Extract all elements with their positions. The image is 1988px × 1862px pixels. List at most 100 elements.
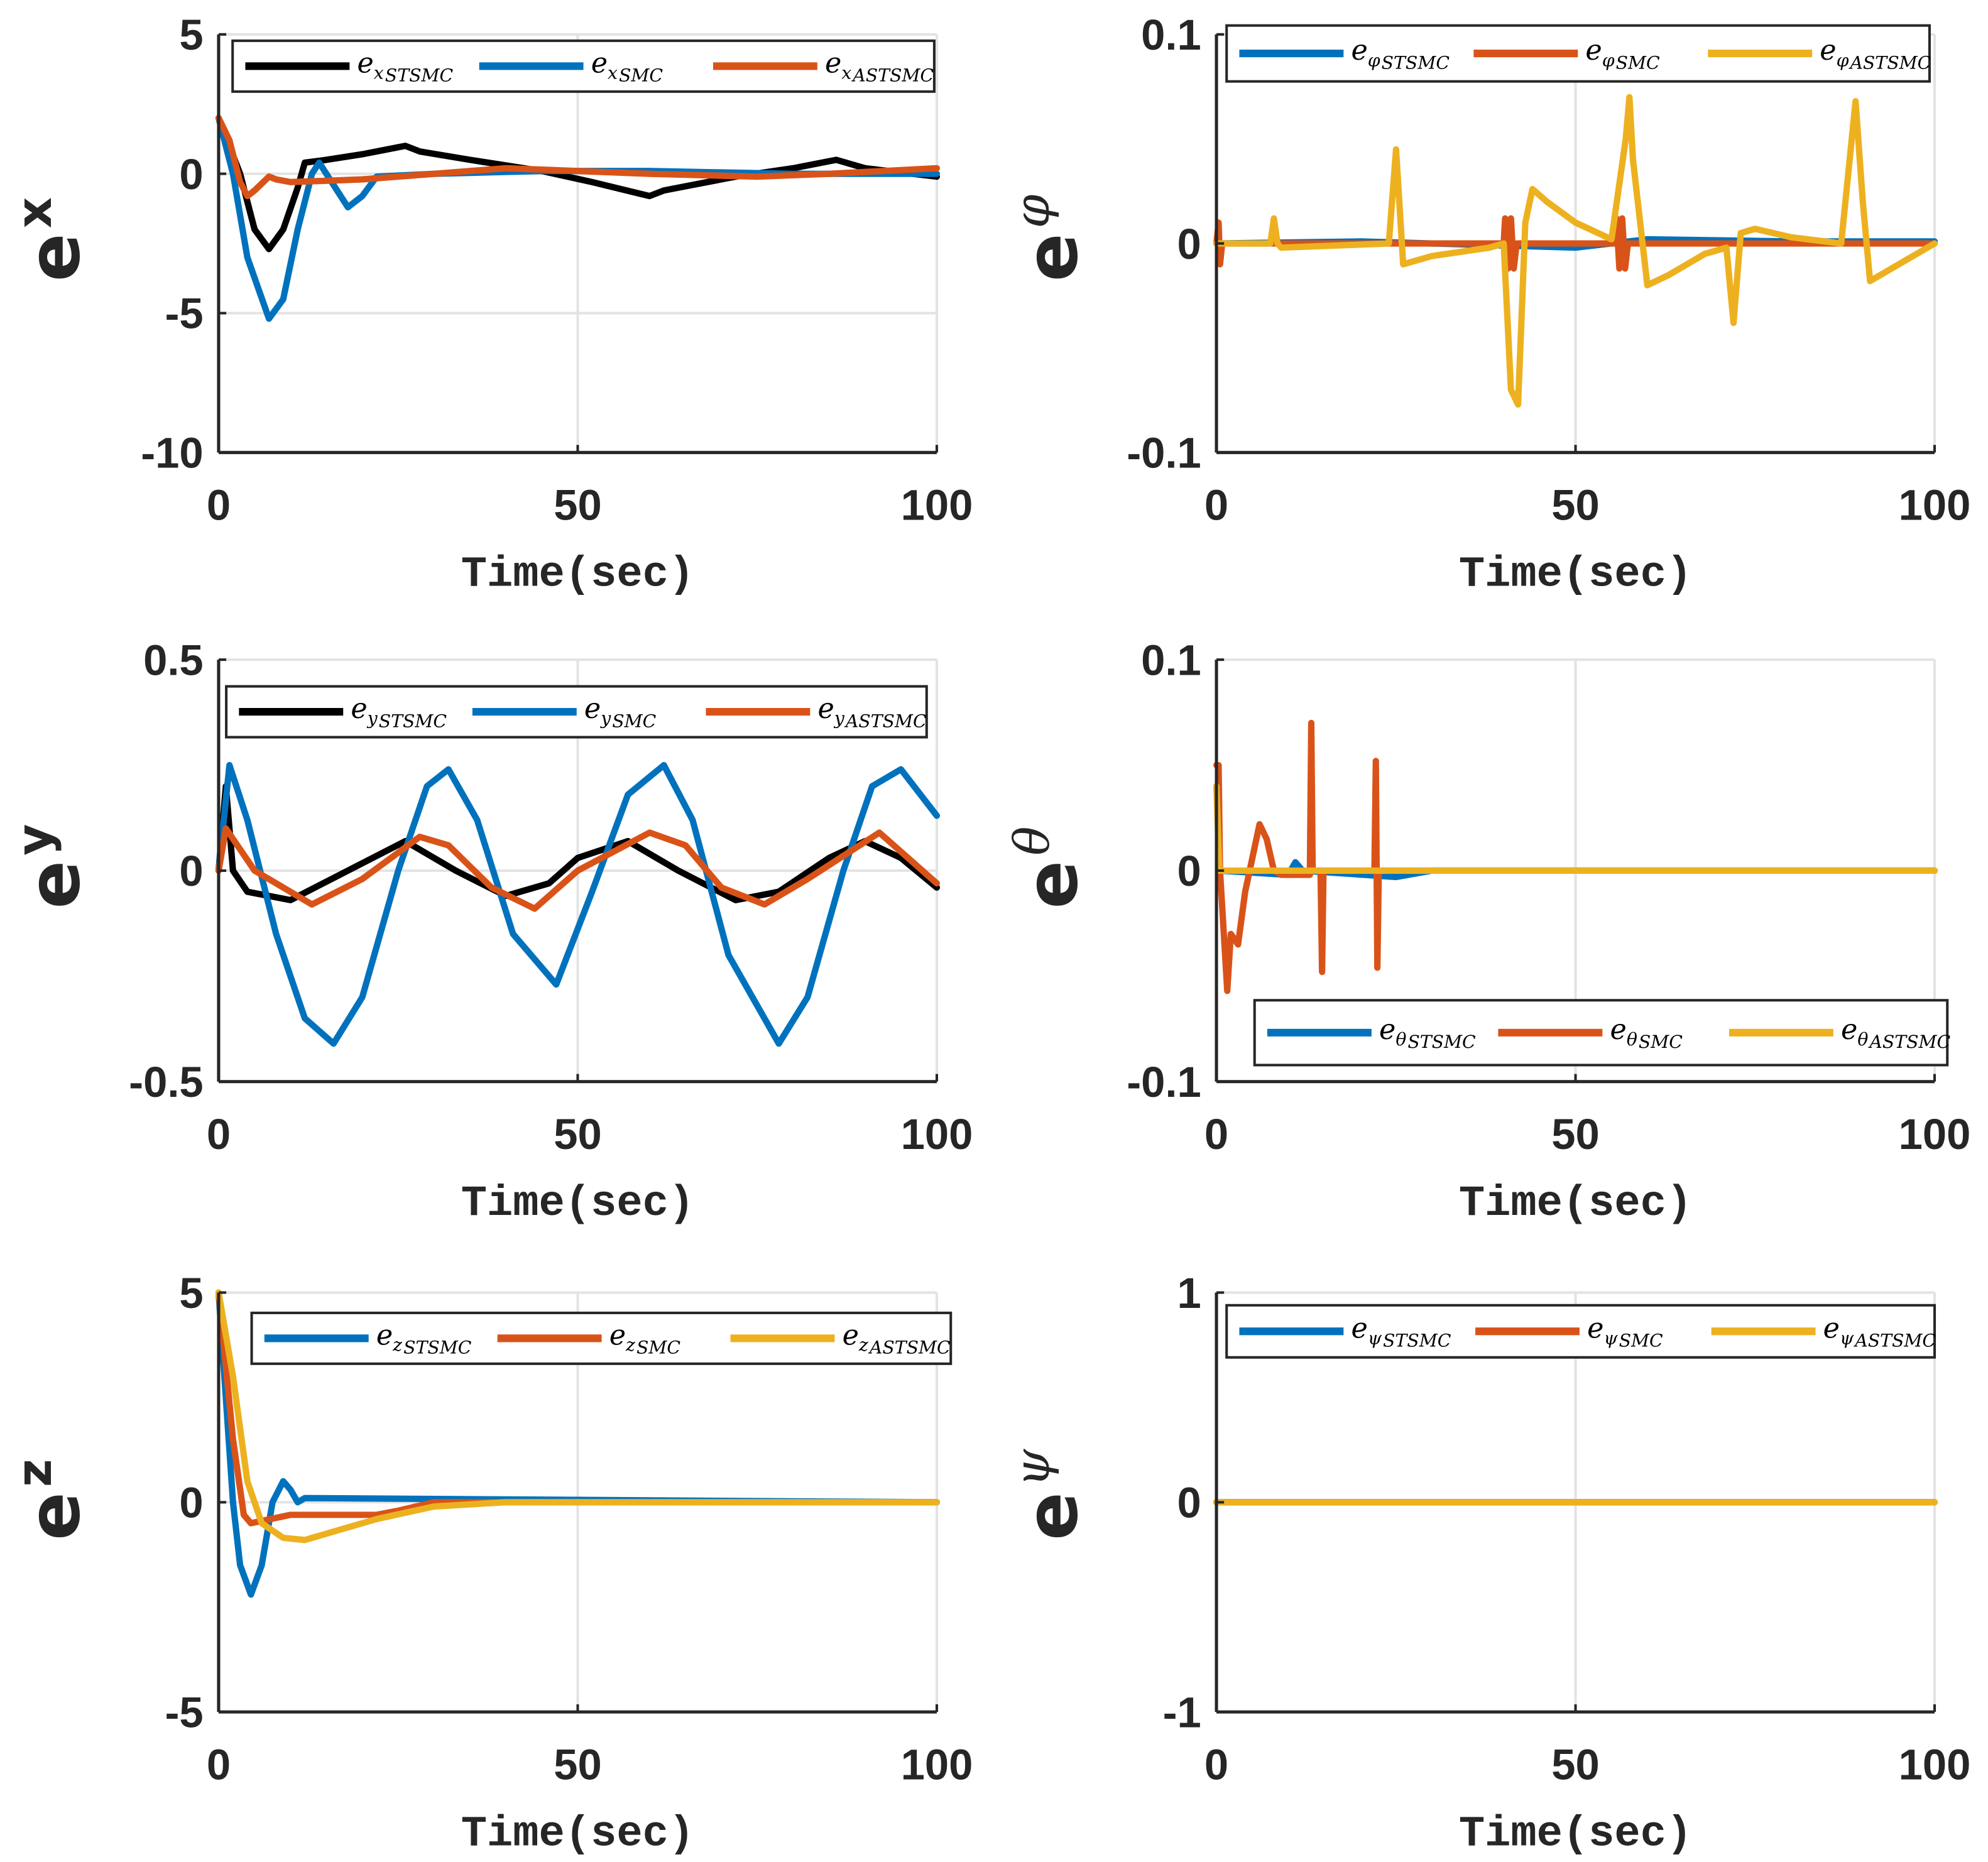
y-axis-label-sub: x: [7, 197, 63, 229]
legend-label-method: STSMC: [403, 1337, 472, 1358]
legend-label-method: SMC: [636, 1337, 680, 1358]
legend: ey STSMC ey SMC ey ASTSMC: [225, 685, 928, 739]
y-tick-label: -0.1: [1127, 1058, 1201, 1106]
y-axis-label: eψ: [1005, 1449, 1094, 1540]
legend-label-symbol: φ: [1837, 50, 1849, 70]
legend-label: eφ STSMC: [1351, 35, 1450, 73]
legend-label-base: e: [1820, 35, 1836, 67]
legend-label-symbol: ψ: [1368, 1327, 1382, 1348]
y-axis-label-base: e: [13, 861, 96, 909]
y-tick-label: 0: [1177, 847, 1201, 895]
x-tick-label: 100: [901, 1110, 973, 1158]
legend-label: ez ASTSMC: [843, 1319, 951, 1358]
legend-label: ey ASTSMC: [817, 693, 926, 731]
legend-label-symbol: y: [366, 708, 378, 729]
y-tick-label: 5: [179, 11, 203, 59]
series-line-smc: [1213, 719, 1938, 994]
y-tick-label: -5: [165, 1688, 204, 1736]
y-axis-label-sub: ψ: [1005, 1449, 1061, 1487]
x-tick-label: 100: [1899, 481, 1971, 530]
legend-label-symbol: ψ: [1840, 1327, 1854, 1348]
legend-label-method: STSMC: [1382, 52, 1450, 73]
y-axis-label-base: e: [1010, 233, 1093, 281]
series-line-stsmc: [215, 1289, 941, 1598]
x-tick-label: 50: [554, 481, 602, 530]
legend-label-method: STSMC: [1383, 1331, 1451, 1351]
x-axis-label: Time(sec): [461, 1810, 694, 1859]
legend: eψ STSMC eψ SMC eψ ASTSMC: [1225, 1304, 1936, 1359]
legend-label-base: e: [1379, 1014, 1395, 1046]
legend-label: ez SMC: [609, 1319, 681, 1358]
legend-label-symbol: θ: [1857, 1029, 1868, 1050]
legend: eθ STSMC eθ SMC eθ ASTSMC: [1253, 999, 1951, 1067]
x-tick-label: 0: [1204, 1740, 1228, 1788]
legend-label-method: SMC: [1639, 1032, 1683, 1052]
y-axis-label-sub: y: [7, 824, 63, 856]
legend-label: eθ ASTSMC: [1841, 1014, 1951, 1052]
legend-label-base: e: [817, 693, 834, 725]
legend-label: ex SMC: [591, 47, 664, 85]
y-tick-label: 5: [179, 1269, 203, 1317]
legend-label: eψ STSMC: [1351, 1312, 1451, 1351]
legend-label-symbol: x: [374, 63, 384, 84]
y-tick-label: -5: [165, 290, 204, 338]
legend: e z STSMC ez SMC ez ASTSMC: [250, 1311, 953, 1365]
legend-label-base: e: [1823, 1312, 1840, 1344]
legend-label-method: ASTSMC: [868, 1337, 951, 1358]
legend-label-symbol: y: [599, 708, 611, 729]
y-tick-label: -0.1: [1127, 429, 1201, 477]
y-axis-label-base: e: [1010, 861, 1093, 909]
legend-label-method: STSMC: [385, 65, 454, 86]
legend-label-symbol: y: [833, 708, 845, 729]
y-axis-label: eθ: [1005, 826, 1094, 908]
legend-label-symbol: x: [608, 63, 618, 84]
legend-label: eθ STSMC: [1379, 1014, 1476, 1052]
y-axis-label-base: e: [13, 1492, 96, 1540]
legend-label-base: e: [1585, 35, 1602, 67]
legend-label-method: SMC: [619, 65, 663, 86]
legend-label-method: ASTSMC: [1867, 1032, 1950, 1052]
y-tick-label: 0: [179, 847, 203, 895]
x-tick-label: 50: [1551, 1110, 1600, 1158]
legend-label-symbol: z: [392, 1335, 403, 1356]
legend-label-method: ASTSMC: [851, 65, 934, 86]
x-tick-label: 50: [1551, 481, 1600, 530]
legend-label-base: e: [825, 47, 841, 79]
y-axis-label: ez: [7, 1459, 96, 1540]
legend-label-base: e: [1587, 1312, 1603, 1344]
legend-label: eψ ASTSMC: [1823, 1312, 1936, 1351]
x-tick-label: 50: [554, 1110, 602, 1158]
y-tick-label: -0.5: [129, 1058, 204, 1106]
x-tick-label: 0: [1204, 481, 1228, 530]
y-axis-label-base: e: [1010, 1492, 1093, 1540]
legend-label-base: e: [609, 1319, 626, 1351]
legend-label-symbol: φ: [1368, 50, 1380, 70]
y-axis-label: ey: [7, 824, 96, 909]
x-tick-label: 100: [1899, 1740, 1971, 1788]
legend-label-symbol: φ: [1602, 50, 1615, 70]
x-tick-label: 100: [901, 481, 973, 530]
legend: eφ STSMC eφ SMC eφ ASTSMC: [1225, 24, 1931, 83]
legend-label-symbol: ψ: [1603, 1327, 1618, 1348]
y-tick-label: 0: [179, 1479, 203, 1527]
series-line-stsmc: [215, 783, 941, 903]
y-tick-label: 0: [1177, 1479, 1201, 1527]
legend-label-symbol: θ: [1395, 1029, 1406, 1050]
legend-label: eψ SMC: [1587, 1312, 1663, 1351]
legend-label: ex STSMC: [357, 47, 453, 85]
series-line-astsmc: [215, 825, 941, 912]
y-tick-label: 0.1: [1141, 11, 1201, 59]
x-tick-label: 100: [1899, 1110, 1971, 1158]
legend-label-method: SMC: [1619, 1331, 1663, 1351]
legend-label-base: e: [591, 47, 608, 79]
x-tick-label: 0: [207, 1110, 231, 1158]
x-tick-label: 0: [207, 481, 231, 530]
y-axis-label-sub: z: [7, 1459, 63, 1487]
legend-label: ex ASTSMC: [825, 47, 934, 85]
